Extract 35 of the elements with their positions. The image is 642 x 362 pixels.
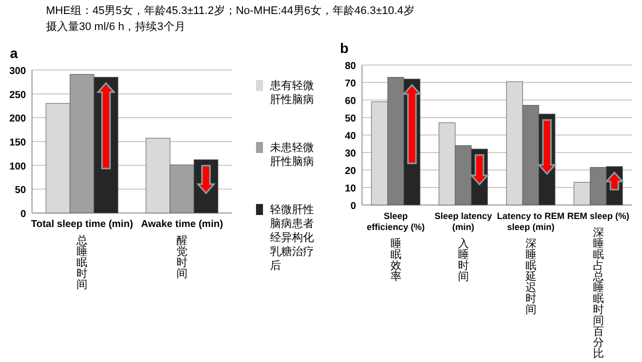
text: MHE组：45男5女，年龄45.3±11.2岁；No-MHE:44男6女，年龄46.3±10.4岁: [46, 5, 414, 17]
y-tick-label: 150: [9, 138, 26, 148]
chart-title: a: [10, 45, 18, 61]
x-tick-label: Sleep latency (min): [434, 211, 492, 232]
y-tick-label: 250: [9, 90, 26, 101]
x-tick-label: Sleep efficiency (%): [366, 211, 425, 232]
y-tick-label: 70: [344, 78, 356, 90]
legend-label: 患有轻微肝性脑病: [269, 79, 314, 106]
y-tick-label: 0: [20, 209, 26, 220]
x-tick-label: Total sleep time (min): [30, 219, 134, 230]
y-tick-label: 80: [344, 61, 356, 72]
y-tick-label: 20: [344, 166, 356, 177]
y-tick-label: 50: [14, 185, 26, 196]
x-tick-label: Awake time (min): [140, 219, 224, 230]
y-tick-label: 200: [9, 114, 26, 125]
y-tick-label: 60: [344, 96, 356, 107]
chart-title: b: [340, 40, 349, 56]
y-tick-label: 40: [344, 131, 356, 142]
y-tick-label: 0: [350, 201, 356, 212]
text: 醒觉时间: [176, 235, 188, 280]
x-tick-label: REM sleep (%): [567, 211, 630, 221]
y-tick-label: 50: [344, 114, 356, 124]
text: 睡眠效率: [390, 237, 402, 283]
text: 深睡眠延迟时间: [524, 238, 536, 316]
x-tick-label: Latency to REM sleep (min): [496, 211, 565, 232]
text: 入睡时间: [458, 237, 469, 283]
legend-label: 未患轻微肝性脑病: [270, 141, 314, 168]
y-tick-label: 30: [344, 148, 356, 160]
text: 总睡眠时间: [76, 234, 88, 291]
legend-label: 轻微肝性脑病患者经异构化乳糖治疗后: [270, 204, 314, 272]
y-tick-label: 10: [344, 184, 356, 194]
text: 深睡眠占总睡眠时间百分比: [592, 227, 604, 360]
text: 摄入量30 ml/6 h，持续3个月: [46, 20, 186, 33]
y-tick-label: 300: [9, 66, 26, 77]
y-tick-label: 100: [9, 161, 26, 172]
